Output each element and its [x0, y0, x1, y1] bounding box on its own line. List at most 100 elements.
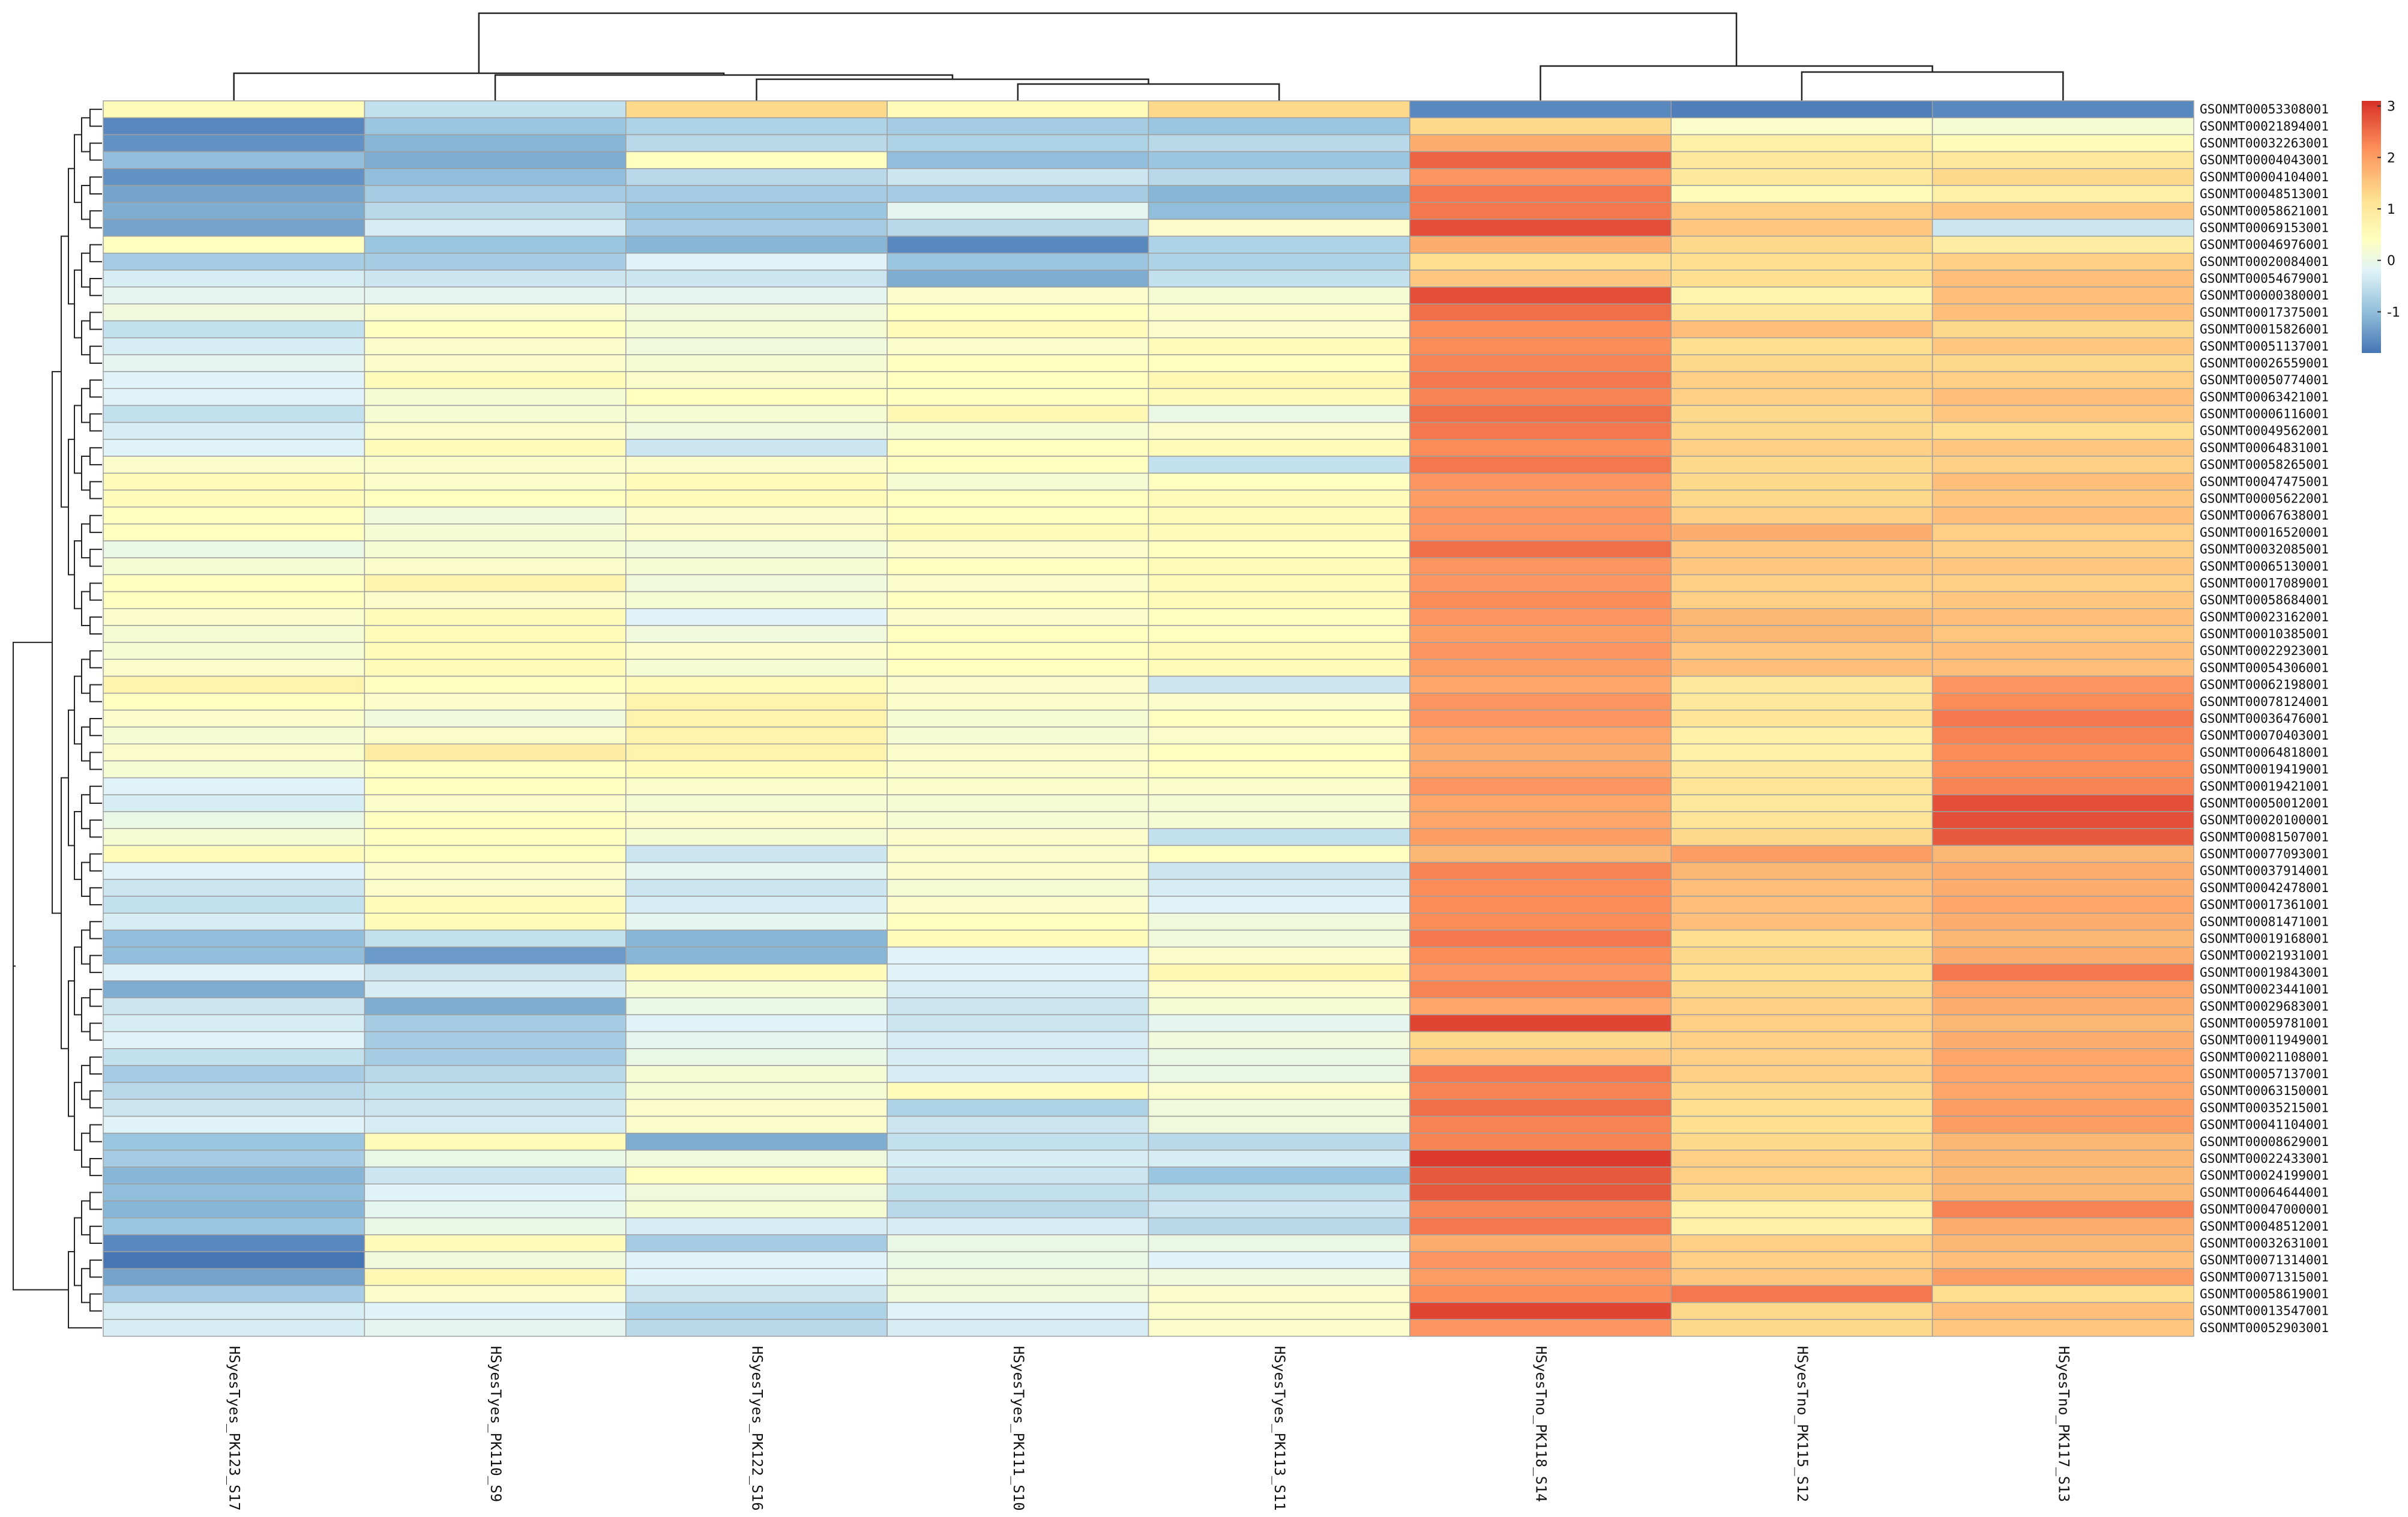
row-label: GSONMT00064818001 [2200, 745, 2329, 759]
heatmap-cell [103, 726, 366, 745]
row-dendrogram-branch [89, 210, 102, 229]
heatmap-cell [364, 946, 627, 965]
row-dendrogram-branch [61, 777, 68, 1049]
heatmap-cell [1670, 219, 1933, 237]
heatmap-cell [1148, 710, 1410, 728]
heatmap-cell [1409, 540, 1672, 558]
heatmap-cell [1148, 879, 1410, 897]
row-label: GSONMT00032631001 [2200, 1236, 2329, 1250]
heatmap-cell [1670, 964, 1933, 982]
heatmap-cell [1931, 1200, 2194, 1219]
heatmap-cell [625, 777, 888, 795]
row-label: GSONMT00081507001 [2200, 830, 2329, 844]
heatmap-cell [886, 1048, 1149, 1066]
heatmap-cell [1409, 388, 1672, 406]
heatmap-cell [1670, 1200, 1933, 1219]
heatmap-cell [103, 625, 366, 643]
heatmap-cell [886, 760, 1149, 779]
row-label: GSONMT00022433001 [2200, 1151, 2329, 1166]
row-dendrogram-branch [89, 1293, 102, 1312]
heatmap-cell [1409, 1285, 1672, 1303]
heatmap-cell [1409, 303, 1672, 322]
row-dendrogram-branch [89, 650, 102, 669]
heatmap-cell [886, 270, 1149, 288]
heatmap-cell [625, 472, 888, 491]
heatmap-cell [1670, 1031, 1933, 1049]
heatmap-cell [364, 1183, 627, 1202]
heatmap-cell [625, 861, 888, 880]
row-dendrogram-branch [13, 642, 68, 1291]
heatmap-cell [1148, 608, 1410, 626]
heatmap-cell [1148, 270, 1410, 288]
row-labels: GSONMT00053308001 GSONMT00021894001 GSONMT… [2200, 102, 2329, 1335]
heatmap-cell [886, 591, 1149, 609]
heatmap-cell [103, 710, 366, 728]
row-dendrogram-branch [89, 413, 102, 432]
heatmap-cell [1670, 151, 1933, 169]
heatmap-cell [364, 1099, 627, 1117]
row-dendrogram-branch [89, 176, 102, 195]
legend-tick-label: 3 [2387, 100, 2395, 115]
heatmap-cell [103, 134, 366, 152]
heatmap-cell [1931, 421, 2194, 440]
heatmap-cell [1148, 828, 1410, 846]
heatmap-cell [1409, 134, 1672, 152]
heatmap-cell [103, 489, 366, 508]
heatmap-cell [625, 1132, 888, 1151]
heatmap-cell [1148, 523, 1410, 541]
heatmap-cell [886, 354, 1149, 372]
heatmap-cell [625, 1217, 888, 1235]
row-label: GSONMT00071315001 [2200, 1270, 2329, 1284]
heatmap-cell [1931, 472, 2194, 491]
heatmap-cell [625, 828, 888, 846]
heatmap-cell [625, 1014, 888, 1033]
heatmap-cell [1409, 1166, 1672, 1185]
row-label: GSONMT00048512001 [2200, 1219, 2329, 1234]
row-label: GSONMT00067638001 [2200, 508, 2329, 523]
heatmap-cell [886, 1301, 1149, 1320]
row-label: GSONMT00004043001 [2200, 153, 2329, 167]
heatmap-cell [1670, 168, 1933, 186]
heatmap-cell [103, 1268, 366, 1286]
row-dendrogram-branch [74, 811, 82, 880]
heatmap-cell [625, 692, 888, 711]
heatmap-cell [103, 659, 366, 677]
heatmap-cell [1931, 845, 2194, 863]
heatmap-cell [625, 320, 888, 339]
row-label: GSONMT00019168001 [2200, 931, 2329, 945]
heatmap-cell [1409, 1217, 1672, 1235]
heatmap-cell [1670, 117, 1933, 136]
heatmap-cell [1670, 456, 1933, 474]
heatmap-cell [103, 540, 366, 558]
heatmap-cell [364, 964, 627, 982]
heatmap-cell [1409, 1065, 1672, 1083]
heatmap-cell [1148, 896, 1410, 914]
heatmap-cell [103, 574, 366, 593]
heatmap-cell [625, 557, 888, 576]
heatmap-cell [1148, 794, 1410, 812]
heatmap-cell [1670, 625, 1933, 643]
heatmap-cell [103, 472, 366, 491]
row-label: GSONMT00047000001 [2200, 1202, 2329, 1217]
heatmap-cell [1409, 1132, 1672, 1151]
row-label: GSONMT00006116001 [2200, 407, 2329, 421]
heatmap-cell [1931, 1234, 2194, 1252]
heatmap-cell [103, 1115, 366, 1134]
heatmap-cell [1670, 1082, 1933, 1100]
heatmap-cell [886, 794, 1149, 812]
heatmap-cell [103, 692, 366, 711]
row-dendrogram-branch [89, 244, 102, 262]
heatmap-cell [103, 1217, 366, 1235]
heatmap-cell [1148, 1200, 1410, 1219]
row-label: GSONMT00035215001 [2200, 1100, 2329, 1115]
column-label: HSyesTno_PK118_S14 [1533, 1346, 1550, 1502]
heatmap-cell [1409, 252, 1672, 271]
heatmap-cell [103, 202, 366, 220]
row-label: GSONMT00052903001 [2200, 1321, 2329, 1335]
heatmap-cell [625, 252, 888, 271]
row-label: GSONMT00020100001 [2200, 813, 2329, 827]
heatmap-cells [103, 100, 2194, 1337]
heatmap-cell [1409, 1014, 1672, 1033]
heatmap-cell [1931, 659, 2194, 677]
heatmap-cell [1148, 303, 1410, 322]
